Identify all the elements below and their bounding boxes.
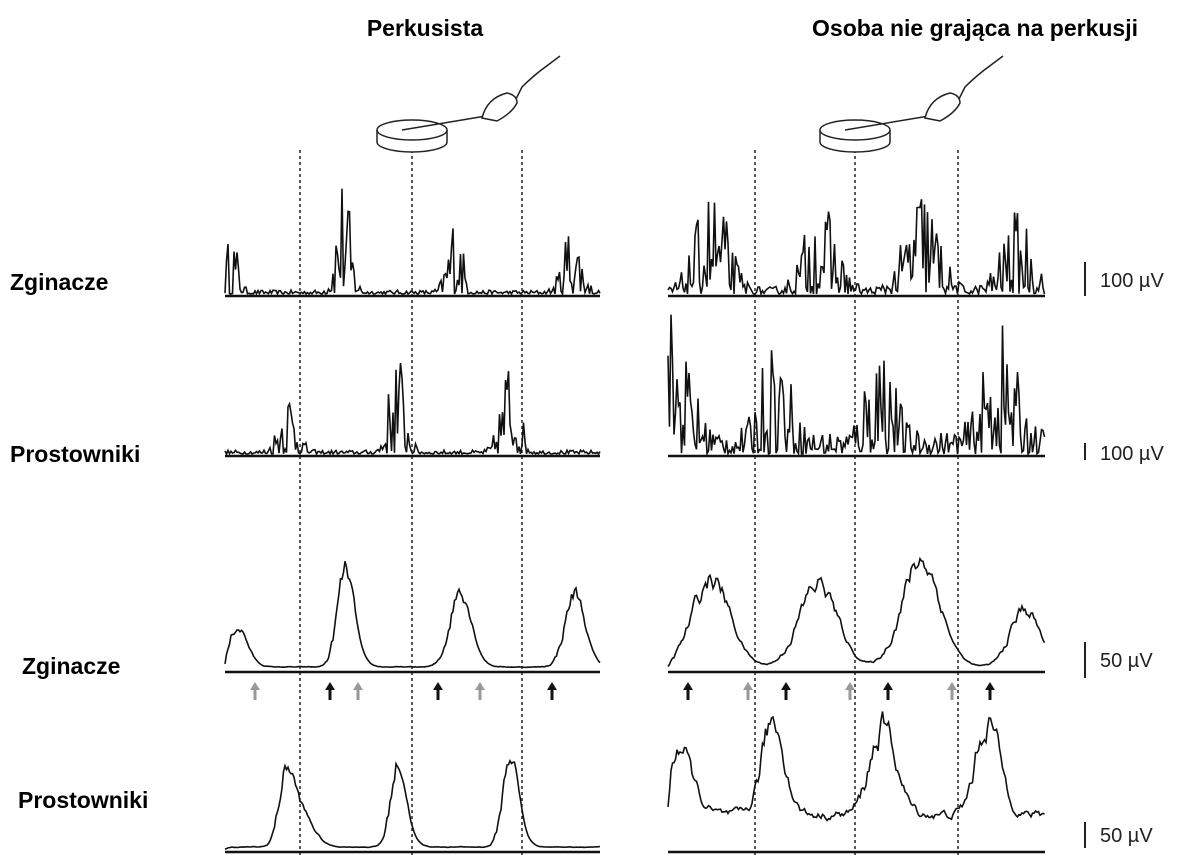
arrow — [250, 682, 260, 700]
row-label: Prostowniki — [10, 441, 140, 467]
scale-label: 50 µV — [1100, 650, 1153, 672]
arrow — [547, 682, 557, 700]
arrow — [985, 682, 995, 700]
arrow — [353, 682, 363, 700]
emg-trace — [668, 559, 1045, 667]
row-label: Zginacze — [22, 653, 120, 679]
scale-label: 100 µV — [1100, 270, 1164, 292]
row-label: Prostowniki — [18, 787, 148, 813]
emg-trace — [668, 712, 1045, 821]
arrow — [325, 682, 335, 700]
row-label: Zginacze — [10, 269, 108, 295]
scale-label: 50 µV — [1100, 825, 1153, 847]
arrow — [743, 682, 753, 700]
emg-trace — [668, 199, 1045, 294]
arrow — [845, 682, 855, 700]
panel-title: Osoba nie grająca na perkusji — [812, 15, 1138, 41]
sync-lines — [300, 150, 958, 855]
arrow — [683, 682, 693, 700]
arrow — [433, 682, 443, 700]
drum-icons — [377, 56, 1003, 152]
emg-traces — [225, 189, 1045, 852]
arrow — [947, 682, 957, 700]
arrow — [475, 682, 485, 700]
arrow — [781, 682, 791, 700]
arrow — [883, 682, 893, 700]
scale-label: 100 µV — [1100, 443, 1164, 465]
emg-trace — [668, 315, 1045, 454]
arrows — [250, 682, 995, 700]
figure: Perkusista Osoba nie grająca na perkusji… — [0, 0, 1200, 855]
panel-title: Perkusista — [367, 15, 484, 41]
